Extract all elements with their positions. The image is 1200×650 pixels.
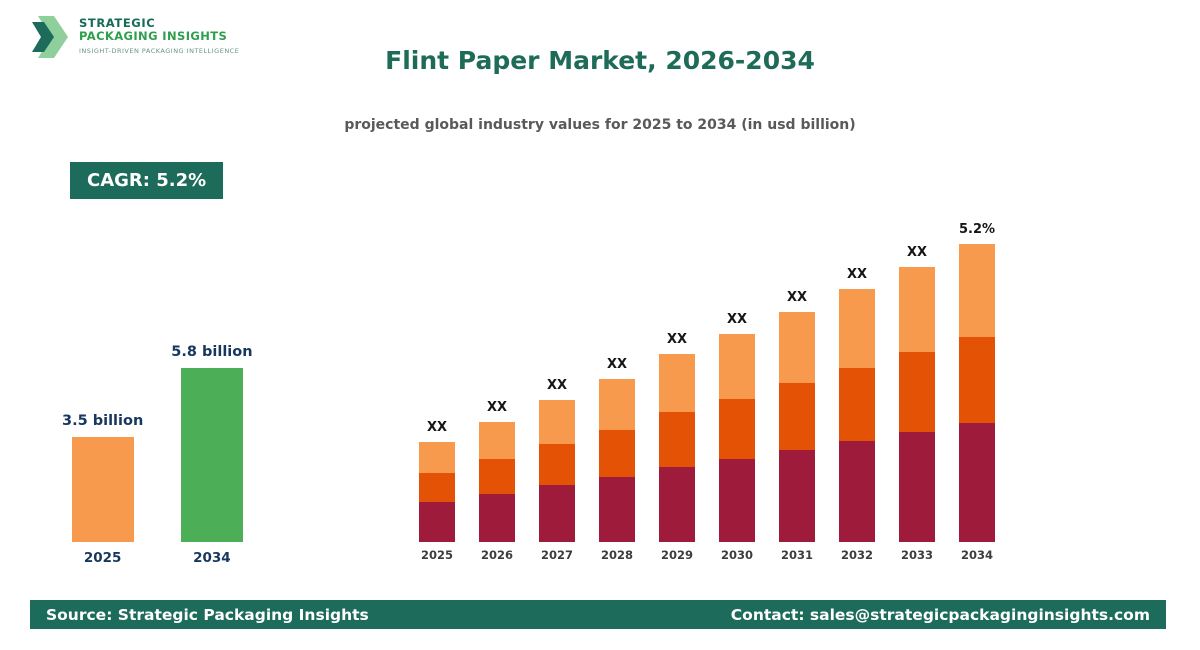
mini-bar-year-label: 2034 bbox=[193, 550, 231, 566]
segment-bottom bbox=[479, 494, 515, 542]
segment-bottom bbox=[959, 423, 995, 542]
bar-value-label: XX bbox=[546, 378, 568, 393]
logo-text: STRATEGIC PACKAGING INSIGHTS INSIGHT-DRI… bbox=[79, 14, 239, 56]
main-chart: XX 2025 XX 2026 XX 2027 XX 2028 XX 2029 XX 2030 XX 20… bbox=[417, 222, 997, 562]
bar-group-2026: XX 2026 bbox=[477, 400, 517, 562]
segment-bottom bbox=[779, 450, 815, 542]
stacked-bar bbox=[539, 400, 575, 542]
bar-value-label: XX bbox=[846, 267, 868, 282]
segment-top bbox=[479, 422, 515, 459]
logo-name-line2: PACKAGING INSIGHTS bbox=[79, 29, 228, 44]
segment-top bbox=[899, 267, 935, 352]
stacked-bar bbox=[779, 312, 815, 542]
bar-group-2032: XX 2032 bbox=[837, 267, 877, 562]
bar-year-label: 2026 bbox=[480, 548, 513, 562]
segment-bottom bbox=[839, 441, 875, 542]
segment-top bbox=[839, 289, 875, 368]
bar-year-label: 2030 bbox=[720, 548, 753, 562]
segment-middle bbox=[479, 459, 515, 494]
logo-tagline: INSIGHT-DRIVEN PACKAGING INTELLIGENCE bbox=[79, 47, 240, 56]
segment-middle bbox=[959, 337, 995, 423]
bar-year-label: 2034 bbox=[960, 548, 993, 562]
bar-value-label: XX bbox=[726, 312, 748, 327]
stacked-bar bbox=[839, 289, 875, 542]
logo-name-line1: STRATEGIC bbox=[79, 16, 156, 30]
bar-value-label: XX bbox=[786, 290, 808, 305]
page-title: Flint Paper Market, 2026-2034 bbox=[385, 46, 815, 75]
bar-value-label: XX bbox=[426, 420, 448, 435]
footer-source: Source: Strategic Packaging Insights bbox=[46, 605, 369, 624]
bar-year-label: 2025 bbox=[420, 548, 453, 562]
segment-middle bbox=[719, 399, 755, 459]
bar-value-label: XX bbox=[606, 357, 628, 372]
bar-group-2034: 5.2% 2034 bbox=[957, 222, 997, 562]
bar-value-label: XX bbox=[906, 245, 928, 260]
stacked-bar bbox=[959, 244, 995, 542]
segment-middle bbox=[599, 430, 635, 477]
bar-value-label: XX bbox=[666, 332, 688, 347]
bar-group-2029: XX 2029 bbox=[657, 332, 697, 562]
bar-group-2027: XX 2027 bbox=[537, 378, 577, 562]
bar-group-2030: XX 2030 bbox=[717, 312, 757, 562]
mini-bar-value-label: 5.8 billion bbox=[171, 344, 253, 360]
bar-year-label: 2033 bbox=[900, 548, 933, 562]
segment-bottom bbox=[659, 467, 695, 542]
segment-bottom bbox=[539, 485, 575, 542]
mini-bar-group-2025: 3.5 billion 2025 bbox=[62, 413, 143, 566]
page-subtitle: projected global industry values for 202… bbox=[344, 117, 856, 133]
mini-bar bbox=[180, 368, 243, 542]
segment-top bbox=[719, 334, 755, 399]
bar-value-label: XX bbox=[486, 400, 508, 415]
segment-middle bbox=[659, 412, 695, 467]
stacked-bar bbox=[719, 334, 755, 542]
bar-year-label: 2032 bbox=[840, 548, 873, 562]
bar-year-label: 2028 bbox=[600, 548, 633, 562]
bar-group-2025: XX 2025 bbox=[417, 420, 457, 562]
segment-top bbox=[779, 312, 815, 383]
logo: STRATEGIC PACKAGING INSIGHTS INSIGHT-DRI… bbox=[30, 14, 239, 64]
segment-middle bbox=[779, 383, 815, 450]
segment-bottom bbox=[599, 477, 635, 542]
segment-top bbox=[599, 379, 635, 430]
stacked-bar bbox=[899, 267, 935, 542]
mini-bar bbox=[71, 437, 134, 542]
segment-bottom bbox=[719, 459, 755, 542]
bar-group-2033: XX 2033 bbox=[897, 245, 937, 562]
mini-bar-value-label: 3.5 billion bbox=[62, 413, 144, 429]
logo-chevron-icon bbox=[30, 14, 70, 64]
bar-group-2028: XX 2028 bbox=[597, 357, 637, 562]
footer-contact: Contact: sales@strategicpackaginginsight… bbox=[730, 605, 1150, 624]
segment-top bbox=[419, 442, 455, 473]
segment-bottom bbox=[419, 502, 455, 542]
mini-bar-year-label: 2025 bbox=[83, 550, 122, 566]
bar-year-label: 2031 bbox=[780, 548, 813, 562]
segment-middle bbox=[839, 368, 875, 441]
bar-year-label: 2029 bbox=[660, 548, 693, 562]
segment-middle bbox=[419, 473, 455, 502]
stacked-bar bbox=[479, 422, 515, 542]
bar-group-2031: XX 2031 bbox=[777, 290, 817, 562]
footer-bar: Source: Strategic Packaging Insights Con… bbox=[30, 600, 1166, 629]
stacked-bar bbox=[419, 442, 455, 542]
segment-middle bbox=[539, 444, 575, 485]
stacked-bar bbox=[659, 354, 695, 542]
segment-top bbox=[659, 354, 695, 412]
bar-year-label: 2027 bbox=[540, 548, 573, 562]
mini-chart: 3.5 billion 2025 5.8 billion 2034 bbox=[62, 344, 253, 566]
segment-top bbox=[959, 244, 995, 337]
bar-value-label: 5.2% bbox=[958, 222, 996, 237]
stacked-bar bbox=[599, 379, 635, 542]
cagr-badge: CAGR: 5.2% bbox=[70, 162, 224, 199]
segment-bottom bbox=[899, 432, 935, 542]
segment-top bbox=[539, 400, 575, 444]
mini-bar-group-2034: 5.8 billion 2034 bbox=[171, 344, 252, 566]
segment-middle bbox=[899, 352, 935, 432]
